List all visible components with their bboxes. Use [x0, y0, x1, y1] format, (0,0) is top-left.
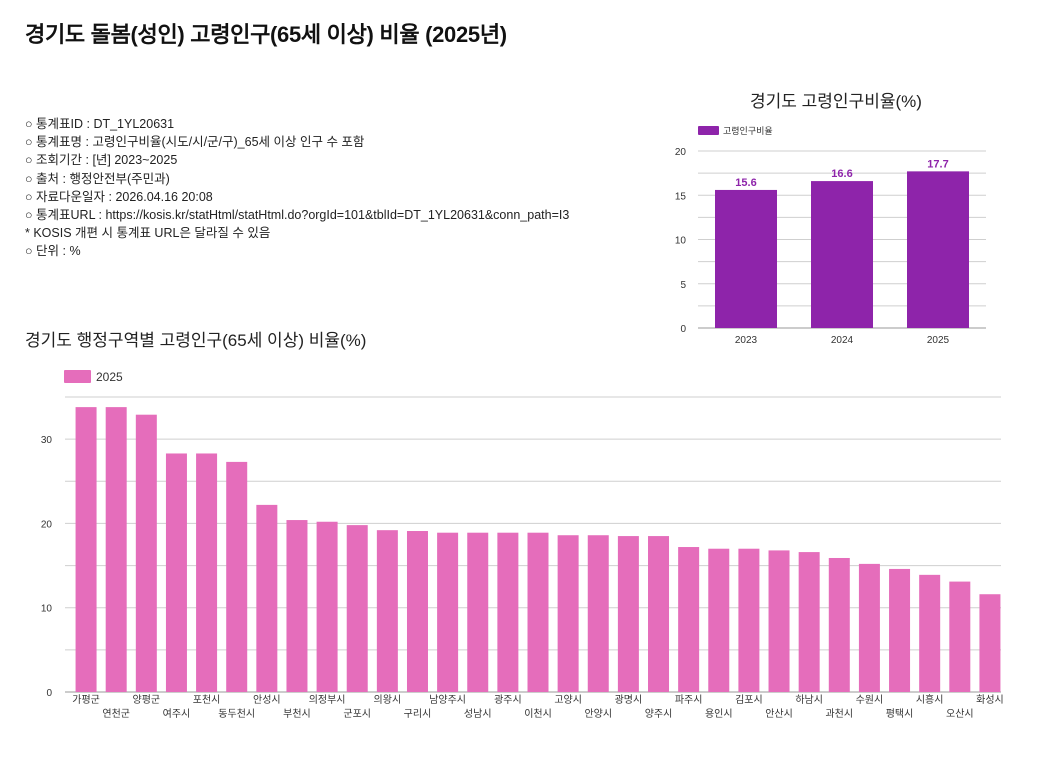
meta-period: ○ 조회기간 : [년] 2023~2025 — [25, 153, 178, 168]
y-tick-label: 10 — [675, 236, 687, 247]
x-tick-label: 시흥시 — [916, 693, 944, 706]
bar-연천군 — [105, 407, 127, 692]
x-tick-label: 하남시 — [795, 693, 823, 706]
legend-label: 고령인구비율 — [723, 125, 773, 136]
y-tick-label: 5 — [680, 280, 686, 291]
metadata-block: ○ 통계표ID : DT_1YL20631 ○ 통계표명 : 고령인구비율(시도… — [25, 115, 569, 261]
x-tick-label: 동두천시 — [218, 708, 255, 720]
bar-군포시 — [346, 525, 368, 692]
x-tick-label: 남양주시 — [429, 694, 466, 706]
bar-양주시 — [648, 536, 670, 692]
x-tick-label: 안양시 — [584, 708, 612, 720]
y-tick-label: 10 — [41, 604, 53, 615]
bar-광명시 — [617, 536, 639, 692]
legend-label: 2025 — [96, 370, 123, 384]
bar-고양시 — [557, 535, 579, 692]
bar-2025 — [907, 171, 969, 328]
meta-download-date: ○ 자료다운일자 : 2026.04.16 20:08 — [25, 189, 213, 204]
bar-2023 — [715, 189, 777, 328]
page-title: 경기도 돌봄(성인) 고령인구(65세 이상) 비율 (2025년) — [25, 22, 507, 47]
yearly-ratio-chart: 고령인구비율 0 5 10 15 20 15.6 2023 16.6 2024 17.7 2025 — [675, 125, 986, 346]
data-label: 15.6 — [735, 177, 756, 189]
y-tick-label: 0 — [46, 688, 52, 699]
x-tick-label: 파주시 — [675, 694, 703, 706]
x-tick-label: 여주시 — [163, 708, 191, 720]
x-tick-label: 2024 — [831, 335, 854, 346]
meta-unit: ○ 단위 : % — [25, 244, 81, 259]
x-tick-label: 고양시 — [554, 694, 582, 706]
bar-하남시 — [798, 552, 820, 692]
x-tick-label: 오산시 — [946, 708, 974, 720]
y-tick-label: 15 — [675, 191, 687, 202]
bar-안산시 — [768, 550, 790, 692]
data-label: 16.6 — [831, 168, 852, 180]
x-tick-label: 안성시 — [253, 694, 281, 706]
y-tick-label: 20 — [41, 519, 53, 530]
bar-광주시 — [497, 532, 519, 692]
bar-용인시 — [708, 548, 730, 692]
bar-수원시 — [858, 563, 880, 692]
meta-url: ○ 통계표URL : https://kosis.kr/statHtml/sta… — [25, 208, 570, 223]
y-tick-label: 20 — [675, 147, 687, 158]
bar-과천시 — [828, 557, 850, 692]
x-tick-label: 평택시 — [886, 708, 914, 720]
x-tick-label: 양평군 — [133, 694, 161, 706]
bar-안양시 — [587, 535, 609, 692]
x-tick-label: 군포시 — [343, 708, 371, 720]
x-tick-label: 성남시 — [464, 708, 492, 720]
bar-평택시 — [889, 568, 911, 692]
legend-swatch — [698, 126, 719, 135]
big-chart-title: 경기도 행정구역별 고령인구(65세 이상) 비율(%) — [25, 331, 367, 350]
meta-table-name: ○ 통계표명 : 고령인구비율(시도/시/군/구)_65세 이상 인구 수 포함 — [25, 135, 365, 150]
x-tick-label: 2025 — [927, 335, 950, 346]
meta-url-note: * KOSIS 개편 시 통계표 URL은 달라질 수 있음 — [25, 226, 271, 241]
bar-남양주시 — [437, 532, 459, 692]
x-tick-label: 수원시 — [856, 694, 884, 706]
bar-이천시 — [527, 532, 549, 692]
x-tick-label: 김포시 — [735, 694, 763, 706]
x-tick-label: 용인시 — [705, 708, 733, 720]
bar-여주시 — [165, 453, 187, 692]
bar-김포시 — [738, 548, 760, 692]
meta-source: ○ 출처 : 행정안전부(주민과) — [25, 171, 170, 186]
x-tick-label: 화성시 — [976, 694, 1004, 706]
bar-동두천시 — [226, 461, 248, 692]
x-tick-label: 포천시 — [193, 694, 221, 706]
y-tick-label: 30 — [41, 435, 53, 446]
bar-성남시 — [467, 532, 489, 692]
legend-swatch — [64, 370, 91, 383]
x-tick-label: 가평군 — [72, 694, 100, 706]
small-chart-title: 경기도 고령인구비율(%) — [750, 92, 922, 111]
bar-의정부시 — [316, 521, 338, 692]
bar-가평군 — [75, 407, 97, 692]
x-tick-label: 2023 — [735, 335, 758, 346]
bar-파주시 — [678, 547, 700, 692]
x-tick-label: 과천시 — [825, 708, 853, 720]
x-tick-label: 광명시 — [615, 694, 643, 706]
x-tick-label: 안산시 — [765, 708, 793, 720]
meta-table-id: ○ 통계표ID : DT_1YL20631 — [25, 117, 175, 131]
x-tick-label: 부천시 — [283, 708, 311, 720]
data-label: 17.7 — [927, 158, 948, 170]
x-tick-label: 의왕시 — [374, 694, 402, 706]
bar-시흥시 — [919, 574, 941, 692]
bar-양평군 — [135, 414, 157, 692]
x-tick-label: 구리시 — [404, 708, 432, 720]
bar-2024 — [811, 181, 873, 328]
bar-구리시 — [406, 531, 428, 692]
bar-의왕시 — [376, 530, 398, 692]
bar-안성시 — [256, 504, 278, 692]
bar-부천시 — [286, 520, 308, 692]
x-tick-label: 의정부시 — [309, 694, 346, 706]
x-tick-label: 광주시 — [494, 694, 522, 706]
x-tick-label: 연천군 — [102, 708, 130, 720]
y-tick-label: 0 — [680, 324, 686, 335]
bar-오산시 — [949, 581, 971, 692]
x-tick-label: 이천시 — [524, 708, 552, 720]
bar-화성시 — [979, 594, 1001, 692]
bar-포천시 — [196, 453, 218, 692]
x-tick-label: 양주시 — [645, 708, 673, 720]
